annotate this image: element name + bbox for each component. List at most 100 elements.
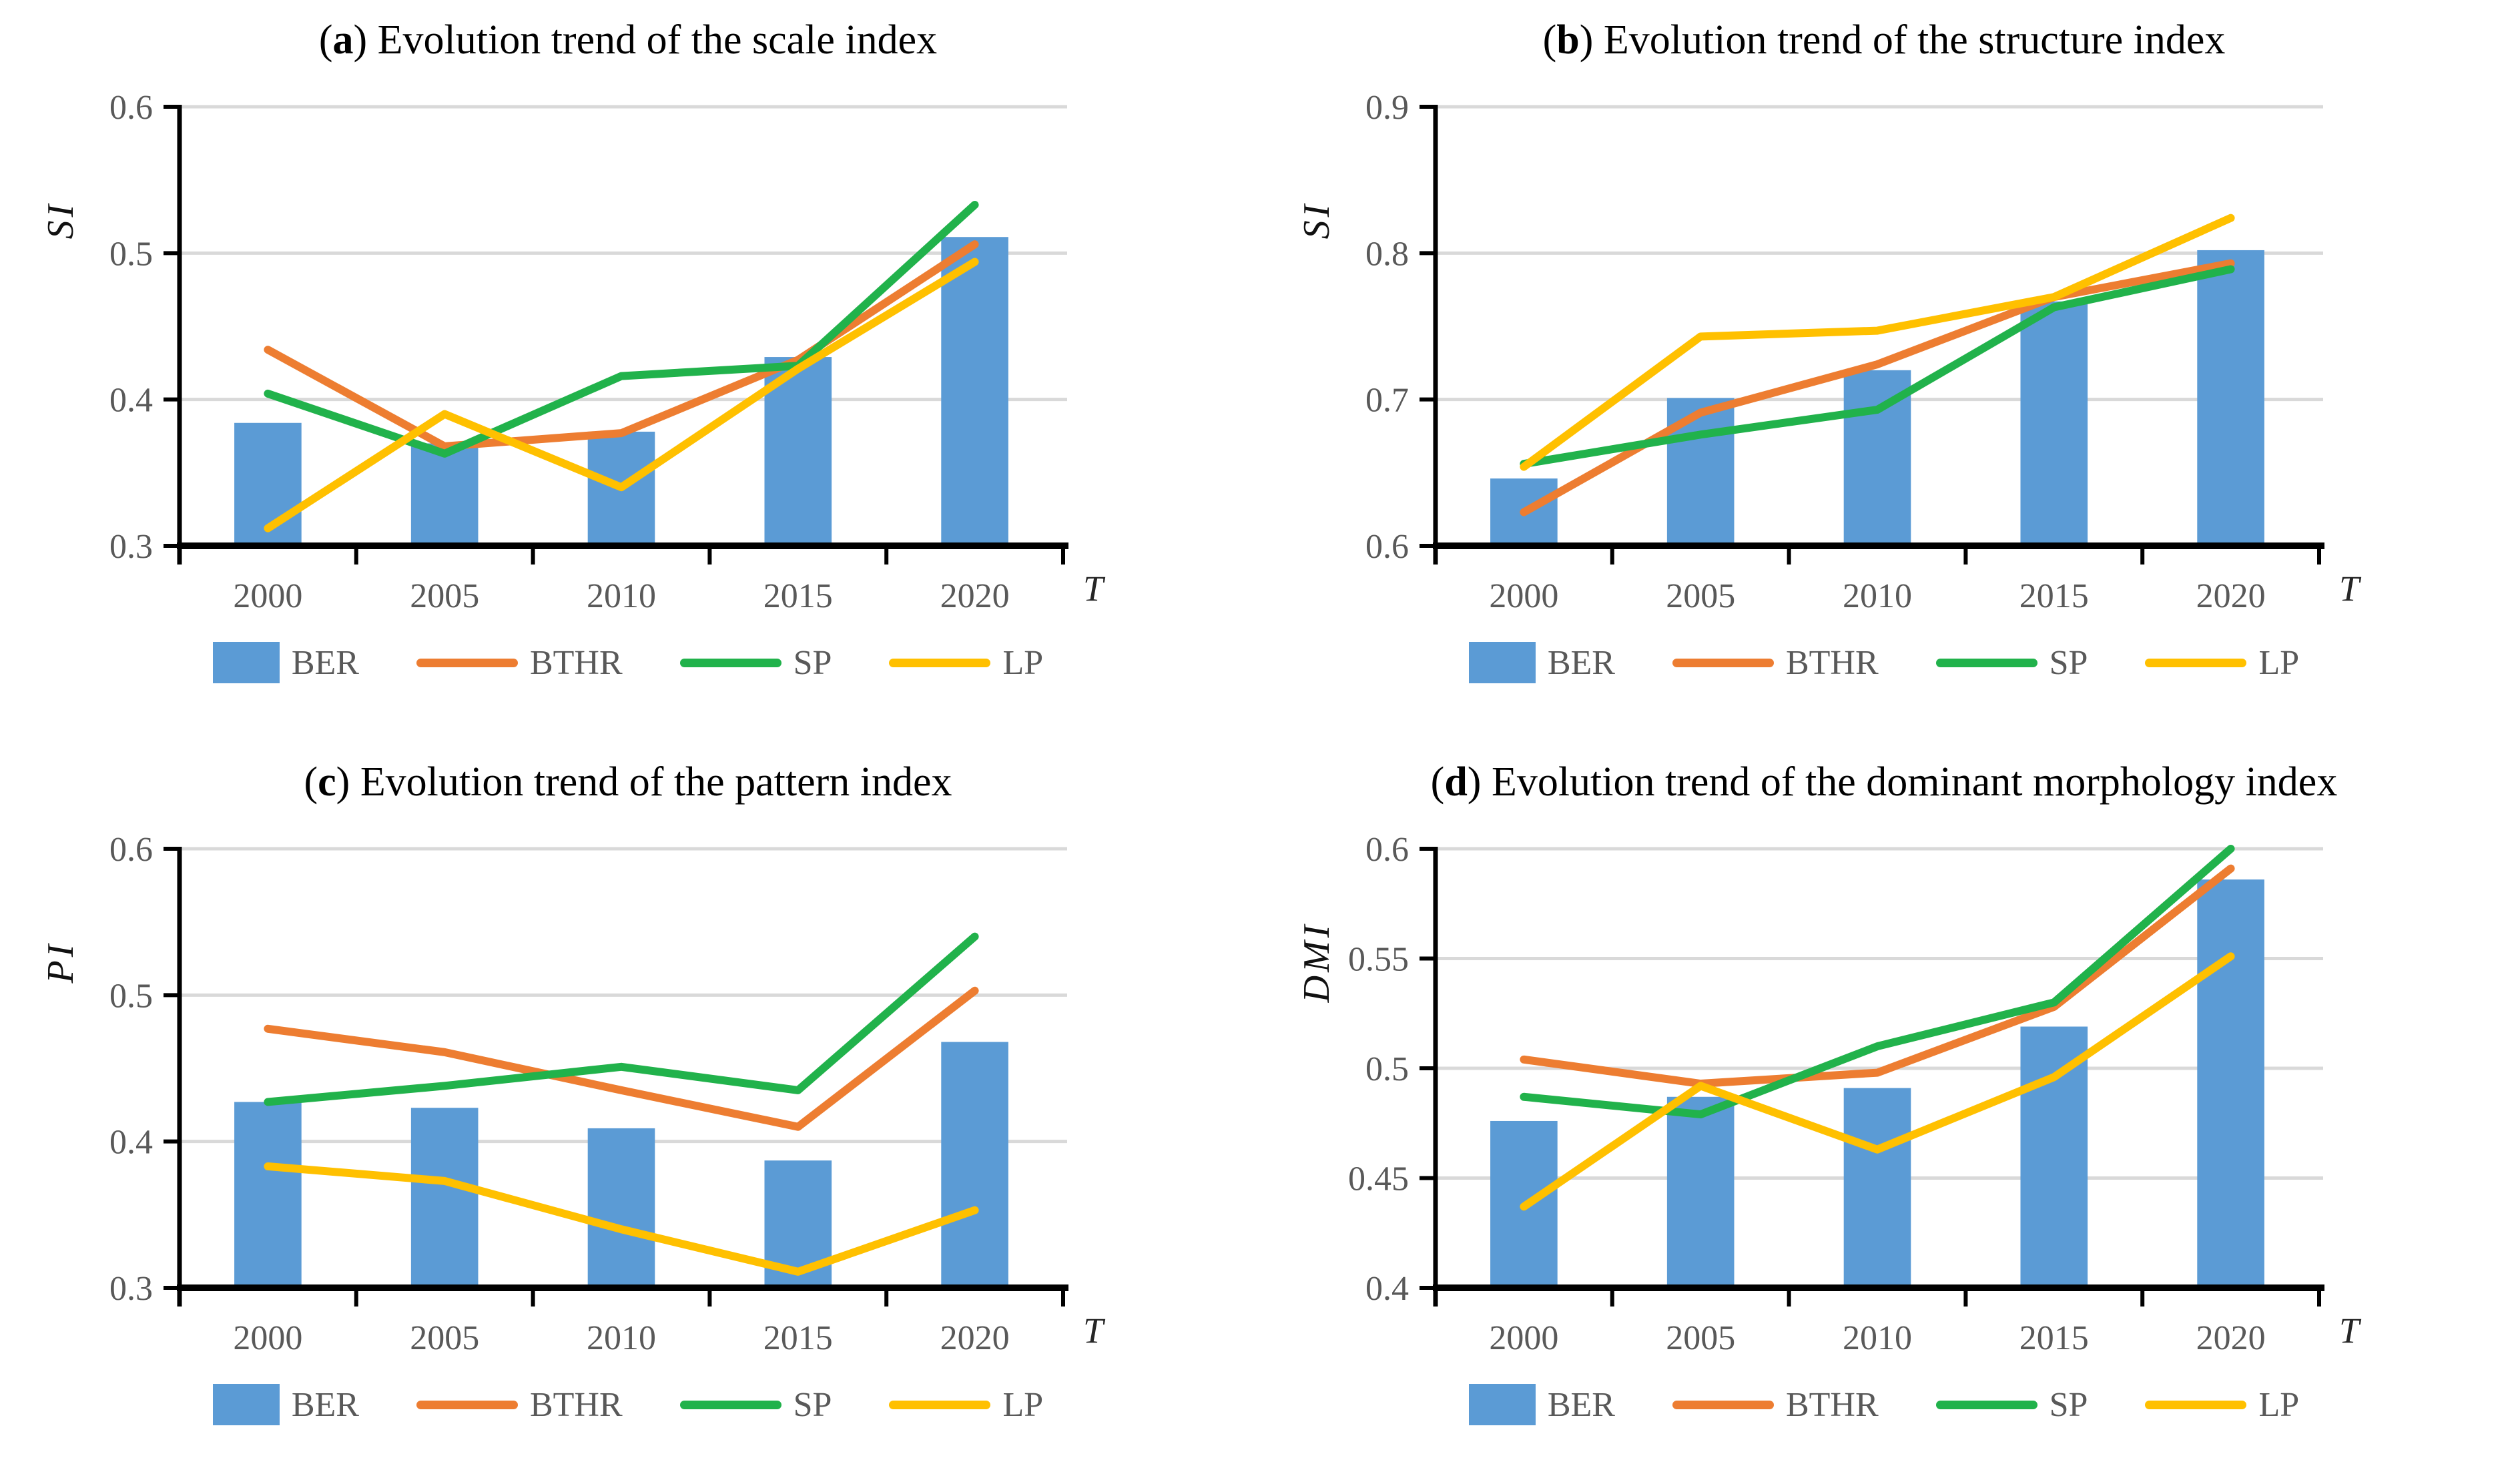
legend-d: BER BTHR SP LP xyxy=(1256,1384,2512,1425)
line-BTHR xyxy=(264,986,979,1131)
chart-structure-index: 0.6 0.7 0.8 0.9 2000 2005 2010 2015 2020 T SI xyxy=(1277,75,2491,639)
x-tick-label-2005: 2005 xyxy=(1666,577,1735,615)
x-tick-label-2015: 2015 xyxy=(2019,1319,2089,1357)
legend-swatch-sp-line-icon xyxy=(679,1400,781,1409)
y-tick-label-0.5: 0.5 xyxy=(1365,1050,1409,1088)
legend-label-bthr: BTHR xyxy=(1785,1385,1879,1424)
y-tick-label-0.3: 0.3 xyxy=(109,1270,153,1308)
legend-label-bthr: BTHR xyxy=(1785,643,1879,682)
legend-label-sp: SP xyxy=(2049,1385,2088,1424)
title-paren-close: ) xyxy=(1579,17,1604,63)
y-tick-label-0.7: 0.7 xyxy=(1365,382,1409,420)
y-tick-label-0.6: 0.6 xyxy=(109,89,153,127)
y-tick-label-0.6: 0.6 xyxy=(1365,831,1409,869)
x-tick-label-2020: 2020 xyxy=(2196,1319,2266,1357)
bar-BER-2005 xyxy=(1666,398,1735,546)
legend-swatch-sp-line-icon xyxy=(1935,658,2037,667)
legend-item-lp: LP xyxy=(889,643,1043,683)
y-tick-label-0.3: 0.3 xyxy=(109,528,153,566)
y-tick-label-0.5: 0.5 xyxy=(109,235,153,273)
legend-label-ber: BER xyxy=(1547,643,1615,682)
line-LP xyxy=(1520,952,2235,1211)
bar-BER-2005 xyxy=(1666,1096,1735,1288)
bar-BER-2005 xyxy=(410,443,479,546)
title-paren-close: ) xyxy=(353,17,378,63)
legend-label-sp: SP xyxy=(2049,643,2088,682)
title-paren-close: ) xyxy=(336,759,360,805)
x-tick-label-2010: 2010 xyxy=(587,577,656,615)
legend-swatch-bthr-line-icon xyxy=(416,1400,518,1409)
x-tick-label-2015: 2015 xyxy=(763,577,833,615)
bar-BER-2020 xyxy=(941,237,1008,546)
x-tick-label-2005: 2005 xyxy=(410,577,479,615)
line-SP xyxy=(1520,845,2235,1119)
panel-b: (b) Evolution trend of the structure ind… xyxy=(1256,0,2512,742)
legend-swatch-ber-bar-icon xyxy=(212,1384,280,1425)
chart-svg-d: 0.4 0.45 0.5 0.55 0.6 2000 2005 2010 2015 2020 T DM… xyxy=(1296,831,2362,1357)
legend-item-bthr: BTHR xyxy=(1672,643,1879,683)
chart-svg-b: 0.6 0.7 0.8 0.9 2000 2005 2010 2015 2020 T SI xyxy=(1296,89,2362,615)
y-tick-label-0.6: 0.6 xyxy=(1365,528,1409,566)
x-tick-label-2020: 2020 xyxy=(940,1319,1010,1357)
chart-svg-c: 0.3 0.4 0.5 0.6 2000 2005 2010 2015 2020 T PI xyxy=(40,831,1106,1357)
x-axis-title: T xyxy=(1083,1311,1106,1351)
legend-swatch-lp-line-icon xyxy=(2145,658,2247,667)
x-axis-title: T xyxy=(2339,1311,2362,1351)
legend-item-ber: BER xyxy=(212,642,359,683)
line-SP xyxy=(264,200,979,458)
legend-item-lp: LP xyxy=(2145,643,2299,683)
legend-item-ber: BER xyxy=(1468,642,1615,683)
y-tick-label-0.5: 0.5 xyxy=(109,977,153,1015)
x-axis-title: T xyxy=(2339,569,2362,609)
bar-BER-2015 xyxy=(2020,1026,2088,1288)
line-LP xyxy=(264,258,979,532)
y-axis-title: PI xyxy=(40,942,81,984)
y-axis-title: DMI xyxy=(1296,922,1337,1004)
panel-c: (c) Evolution trend of the pattern index… xyxy=(0,742,1256,1484)
bar-BER-2010 xyxy=(587,1128,655,1288)
title-text: Evolution trend of the pattern index xyxy=(360,759,952,805)
legend-label-ber: BER xyxy=(291,1385,359,1424)
title-panel-letter: d xyxy=(1444,759,1468,805)
legend-swatch-sp-line-icon xyxy=(679,658,781,667)
y-tick-label-0.55: 0.55 xyxy=(1348,941,1409,979)
legend-swatch-ber-bar-icon xyxy=(212,642,280,683)
chart-pattern-index: 0.3 0.4 0.5 0.6 2000 2005 2010 2015 2020 T PI xyxy=(21,817,1235,1381)
line-BTHR xyxy=(1520,864,2235,1088)
bar-BER-2020 xyxy=(2197,250,2264,546)
legend-swatch-ber-bar-icon xyxy=(1468,642,1536,683)
legend-a: BER BTHR SP LP xyxy=(0,642,1256,683)
legend-label-sp: SP xyxy=(793,1385,832,1424)
legend-label-lp: LP xyxy=(1002,1385,1044,1424)
legend-label-bthr: BTHR xyxy=(529,643,623,682)
legend-item-lp: LP xyxy=(2145,1385,2299,1425)
title-panel-letter: a xyxy=(332,17,354,63)
x-tick-label-2015: 2015 xyxy=(763,1319,833,1357)
panel-title-a: (a) Evolution trend of the scale index xyxy=(0,5,1256,75)
bar-BER-2020 xyxy=(2197,879,2264,1288)
line-BTHR xyxy=(264,240,979,450)
y-tick-label-0.4: 0.4 xyxy=(109,1124,153,1162)
legend-swatch-bthr-line-icon xyxy=(1672,658,1774,667)
title-paren-open: ( xyxy=(1542,17,1557,63)
x-tick-label-2015: 2015 xyxy=(2019,577,2089,615)
y-tick-label-0.9: 0.9 xyxy=(1365,89,1409,127)
line-LP xyxy=(264,1162,979,1276)
legend-item-bthr: BTHR xyxy=(1672,1385,1879,1425)
legend-item-bthr: BTHR xyxy=(416,1385,623,1425)
legend-item-bthr: BTHR xyxy=(416,643,623,683)
legend-item-ber: BER xyxy=(1468,1384,1615,1425)
legend-label-lp: LP xyxy=(2258,1385,2300,1424)
y-tick-label-0.4: 0.4 xyxy=(109,382,153,420)
legend-item-sp: SP xyxy=(1935,643,2088,683)
legend-swatch-lp-line-icon xyxy=(2145,1400,2247,1409)
title-panel-letter: c xyxy=(318,759,336,805)
title-text: Evolution trend of the structure index xyxy=(1603,17,2226,63)
bar-BER-2000 xyxy=(234,1102,302,1288)
panel-title-d: (d) Evolution trend of the dominant morp… xyxy=(1256,747,2512,817)
legend-b: BER BTHR SP LP xyxy=(1256,642,2512,683)
legend-item-sp: SP xyxy=(679,643,832,683)
title-text: Evolution trend of the scale index xyxy=(377,17,938,63)
x-tick-label-2010: 2010 xyxy=(587,1319,656,1357)
